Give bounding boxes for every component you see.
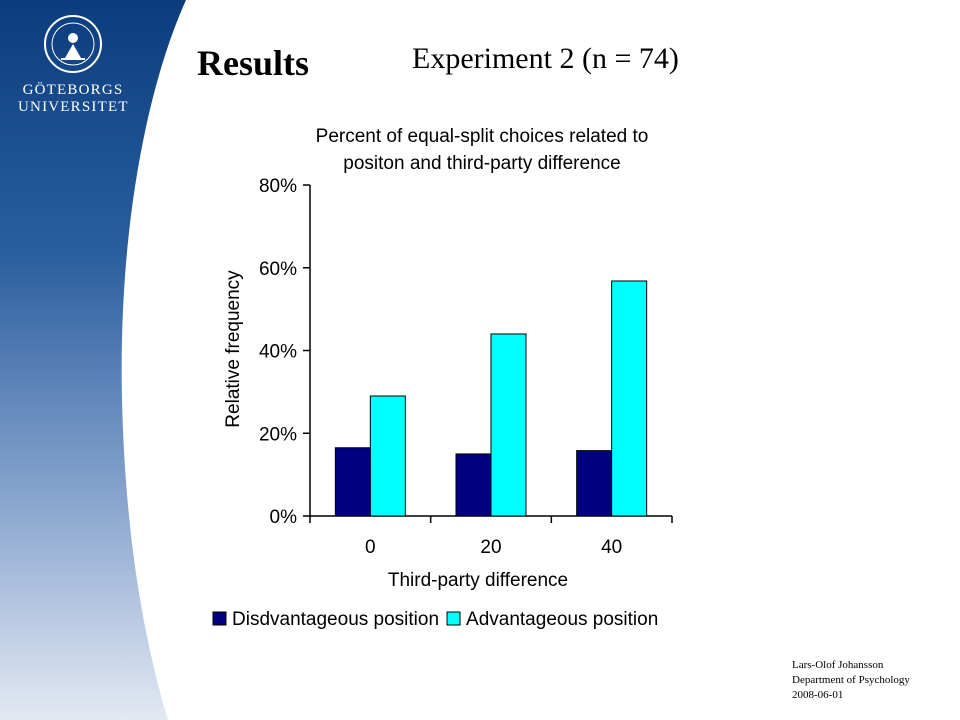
y-tick-label: 60%	[259, 259, 297, 280]
university-name-line1: GÖTEBORGS	[22, 82, 124, 98]
x-tick-label: 40	[601, 537, 622, 558]
x-tick-label: 20	[480, 537, 501, 558]
university-name-line2: UNIVERSITET	[18, 99, 129, 115]
x-axis-label: Third-party difference	[388, 570, 568, 591]
footer: Lars-Olof Johansson Department of Psycho…	[792, 658, 910, 703]
slide-subtitle: Experiment 2 (n = 74)	[412, 42, 679, 75]
legend-swatch	[446, 611, 461, 626]
university-name: GÖTEBORGS UNIVERSITET	[18, 82, 128, 116]
university-logo: GÖTEBORGS UNIVERSITET	[18, 14, 128, 116]
footer-department: Department of Psychology	[792, 674, 910, 686]
legend-swatch	[212, 611, 227, 626]
footer-author: Lars-Olof Johansson	[792, 659, 884, 671]
y-tick-label: 40%	[259, 342, 297, 363]
chart-legend: Disdvantageous position Advantageous posi…	[212, 609, 658, 630]
y-axis-label: Relative frequency	[223, 270, 244, 428]
legend-label: Advantageous position	[466, 609, 658, 630]
slide-title: Results	[197, 43, 310, 83]
footer-date: 2008-06-01	[792, 689, 844, 701]
x-tick-label: 0	[365, 537, 376, 558]
y-tick-label: 20%	[259, 424, 297, 445]
y-tick-label: 0%	[270, 507, 298, 528]
bar-advantageous-20	[490, 333, 527, 517]
university-seal-icon	[44, 15, 102, 73]
bar-advantageous-40	[611, 280, 648, 517]
bar-disadvantageous-40	[576, 450, 613, 517]
plot-area: 0% 20% 40% 60% 80% 0 20 40	[259, 176, 673, 558]
legend-label: Disdvantageous position	[232, 609, 439, 630]
chart-title-line1: Percent of equal-split choices related t…	[316, 126, 649, 147]
bar-disadvantageous-20	[455, 453, 492, 517]
bar-disadvantageous-0	[334, 447, 371, 517]
chart-title-line2: positon and third-party difference	[343, 153, 620, 174]
bar-advantageous-0	[369, 395, 406, 517]
y-tick-label: 80%	[259, 176, 297, 197]
